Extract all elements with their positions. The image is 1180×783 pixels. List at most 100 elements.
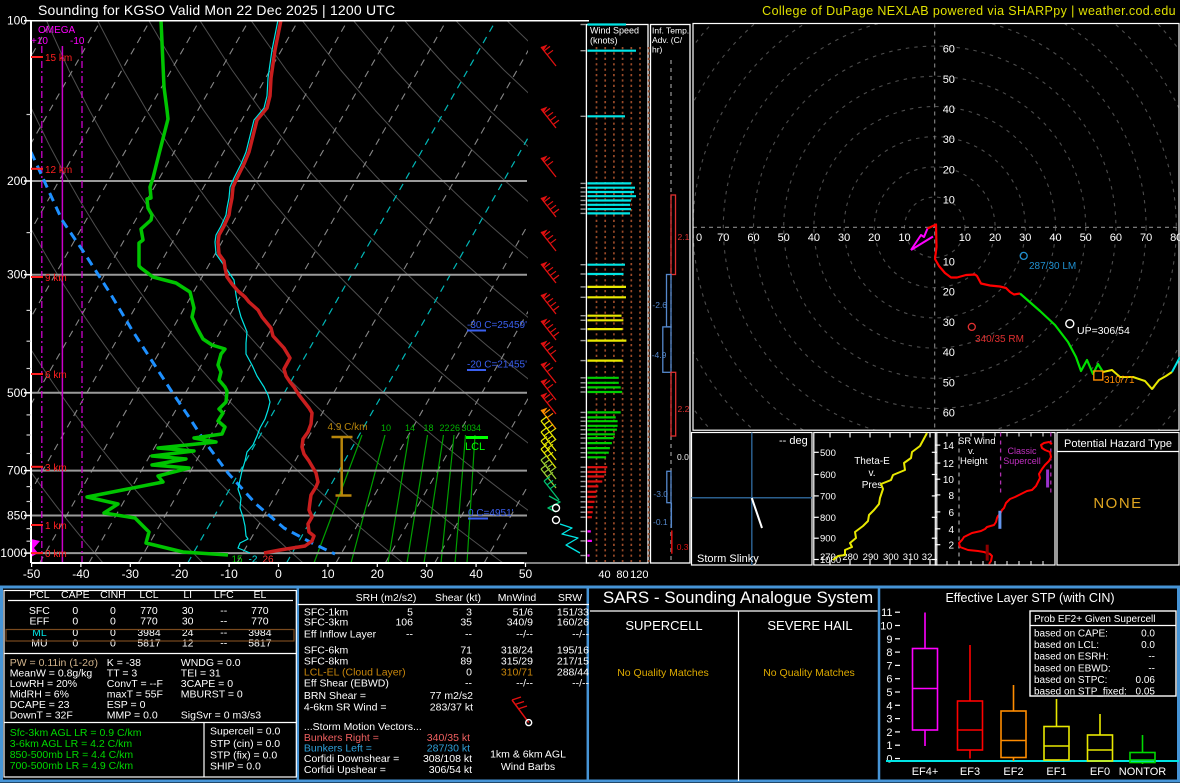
svg-text:LowRH = 20%: LowRH = 20% bbox=[10, 678, 77, 690]
svg-text:30: 30 bbox=[461, 423, 471, 433]
svg-text:BRN Shear =: BRN Shear = bbox=[304, 690, 366, 702]
svg-text:40: 40 bbox=[1049, 232, 1061, 244]
svg-text:based on EBWD:: based on EBWD: bbox=[1034, 663, 1111, 674]
svg-text:MidRH = 6%: MidRH = 6% bbox=[10, 689, 69, 701]
svg-text:2.1: 2.1 bbox=[678, 232, 690, 242]
svg-text:15: 15 bbox=[231, 555, 243, 566]
svg-text:CINH: CINH bbox=[100, 589, 126, 601]
svg-text:No Quality Matches: No Quality Matches bbox=[763, 667, 855, 679]
svg-text:100: 100 bbox=[7, 14, 27, 28]
svg-text:283/37 kt: 283/37 kt bbox=[430, 702, 473, 714]
svg-text:850-500mb LR = 4.4 C/km: 850-500mb LR = 4.4 C/km bbox=[10, 749, 134, 761]
svg-text:Shear (kt): Shear (kt) bbox=[435, 592, 481, 604]
svg-text:770: 770 bbox=[251, 616, 269, 628]
svg-text:195/16: 195/16 bbox=[557, 645, 589, 657]
svg-text:LCL-EL (Cloud Layer): LCL-EL (Cloud Layer) bbox=[304, 667, 406, 679]
svg-text:SR Wind: SR Wind bbox=[958, 436, 995, 447]
svg-text:EF1: EF1 bbox=[1046, 766, 1066, 778]
svg-text:3: 3 bbox=[886, 714, 892, 726]
svg-text:(knots): (knots) bbox=[590, 36, 618, 46]
svg-text:3: 3 bbox=[466, 607, 472, 619]
svg-text:Supercell: Supercell bbox=[1003, 456, 1041, 466]
svg-text:v.: v. bbox=[968, 446, 975, 457]
svg-text:20: 20 bbox=[868, 232, 880, 244]
svg-text:LCL: LCL bbox=[465, 441, 485, 453]
svg-text:SUPERCELL: SUPERCELL bbox=[625, 618, 702, 633]
svg-text:700: 700 bbox=[7, 464, 27, 478]
svg-text:3CAPE = 0: 3CAPE = 0 bbox=[181, 678, 233, 690]
svg-text:--: -- bbox=[220, 605, 227, 617]
svg-text:287/30 LM: 287/30 LM bbox=[1029, 261, 1076, 272]
svg-text:EL: EL bbox=[253, 589, 266, 601]
svg-text:based on LCL:: based on LCL: bbox=[1034, 640, 1099, 651]
svg-text:0.0: 0.0 bbox=[1141, 640, 1155, 651]
svg-text:287/30 kt: 287/30 kt bbox=[427, 743, 470, 755]
svg-text:9: 9 bbox=[886, 634, 892, 646]
svg-text:40: 40 bbox=[808, 232, 820, 244]
svg-text:14: 14 bbox=[943, 441, 955, 452]
svg-text:2.2: 2.2 bbox=[678, 404, 690, 414]
svg-text:0: 0 bbox=[72, 605, 78, 617]
svg-text:0: 0 bbox=[72, 627, 78, 639]
svg-text:24: 24 bbox=[182, 627, 194, 639]
svg-text:89: 89 bbox=[460, 656, 472, 668]
svg-text:700-500mb LR = 4.9 C/km: 700-500mb LR = 4.9 C/km bbox=[10, 760, 134, 772]
svg-text:based on CAPE:: based on CAPE: bbox=[1034, 629, 1108, 640]
svg-text:Eff Inflow Layer: Eff Inflow Layer bbox=[304, 629, 377, 641]
svg-text:20: 20 bbox=[371, 567, 385, 581]
svg-text:14: 14 bbox=[405, 423, 415, 433]
svg-text:18: 18 bbox=[423, 423, 433, 433]
svg-text:DCAPE = 23: DCAPE = 23 bbox=[10, 699, 70, 711]
svg-text:900: 900 bbox=[820, 534, 836, 545]
svg-text:800: 800 bbox=[820, 513, 836, 524]
svg-text:315/29: 315/29 bbox=[501, 656, 533, 668]
svg-text:308/108 kt: 308/108 kt bbox=[423, 753, 472, 765]
svg-text:30: 30 bbox=[943, 317, 955, 329]
svg-text:12: 12 bbox=[182, 638, 194, 650]
svg-text:160/26: 160/26 bbox=[557, 617, 589, 629]
svg-text:--/--: --/-- bbox=[516, 629, 533, 641]
svg-text:4.9 C/km: 4.9 C/km bbox=[328, 422, 368, 433]
svg-text:--: -- bbox=[1148, 652, 1155, 663]
svg-text:Inf. Temp.: Inf. Temp. bbox=[652, 26, 689, 36]
svg-text:300: 300 bbox=[883, 552, 899, 563]
svg-text:-- deg: -- deg bbox=[779, 435, 808, 447]
svg-text:--: -- bbox=[1148, 663, 1155, 674]
svg-text:11: 11 bbox=[881, 607, 892, 619]
svg-text:4: 4 bbox=[886, 700, 892, 712]
svg-text:20: 20 bbox=[989, 232, 1001, 244]
svg-text:CAPE: CAPE bbox=[61, 589, 90, 601]
svg-text:UP=306/54: UP=306/54 bbox=[1077, 325, 1130, 337]
svg-text:151/33: 151/33 bbox=[557, 607, 589, 619]
svg-text:200: 200 bbox=[7, 174, 27, 188]
svg-text:0: 0 bbox=[466, 667, 472, 679]
svg-text:Wind Speed: Wind Speed bbox=[590, 26, 639, 36]
svg-text:Potential Hazard Type: Potential Hazard Type bbox=[1064, 438, 1172, 450]
svg-text:Sounding for KGSO Valid Mon 2: Sounding for KGSO Valid Mon 22 Dec 2025 … bbox=[38, 2, 395, 18]
svg-text:EF2: EF2 bbox=[1003, 766, 1023, 778]
svg-text:SFC-1km: SFC-1km bbox=[304, 607, 349, 619]
svg-text:6: 6 bbox=[886, 674, 892, 686]
svg-text:6 km: 6 km bbox=[45, 370, 67, 381]
svg-text:6: 6 bbox=[948, 508, 954, 519]
svg-text:310/71: 310/71 bbox=[501, 667, 533, 679]
svg-text:based on ESRH:: based on ESRH: bbox=[1034, 652, 1109, 663]
svg-text:EF3: EF3 bbox=[960, 766, 980, 778]
svg-text:4-6km SR Wind =: 4-6km SR Wind = bbox=[304, 702, 387, 714]
svg-text:SEVERE HAIL: SEVERE HAIL bbox=[767, 618, 852, 633]
svg-text:Theta-E: Theta-E bbox=[854, 456, 890, 467]
svg-text:MeanW = 0.8g/kg: MeanW = 0.8g/kg bbox=[10, 668, 93, 680]
svg-text:60: 60 bbox=[747, 232, 759, 244]
svg-text:TEI = 31: TEI = 31 bbox=[181, 668, 221, 680]
svg-text:70: 70 bbox=[1140, 232, 1152, 244]
svg-text:based on STPC:: based on STPC: bbox=[1034, 675, 1107, 686]
svg-text:0 km: 0 km bbox=[45, 549, 67, 560]
svg-text:DownT = 32F: DownT = 32F bbox=[10, 710, 73, 722]
svg-text:--/--: --/-- bbox=[516, 678, 533, 690]
svg-text:340/35 RM: 340/35 RM bbox=[975, 334, 1024, 345]
svg-text:306/54 kt: 306/54 kt bbox=[429, 764, 472, 776]
svg-text:600: 600 bbox=[820, 470, 836, 481]
svg-text:0: 0 bbox=[72, 616, 78, 628]
svg-text:Corfidi Upshear =: Corfidi Upshear = bbox=[304, 764, 386, 776]
svg-text:12: 12 bbox=[943, 459, 955, 470]
